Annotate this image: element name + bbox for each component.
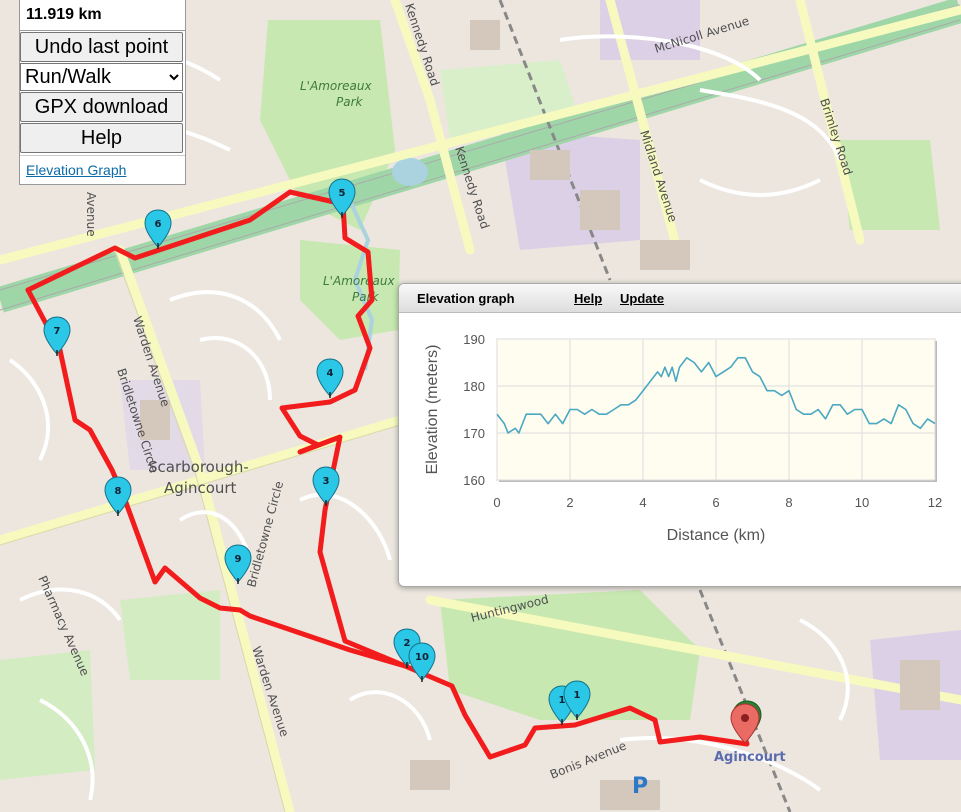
route-marker-label: 3 xyxy=(323,476,330,487)
elevation-window-title: Elevation graph xyxy=(417,291,515,306)
route-marker-7[interactable]: 6 xyxy=(144,209,172,249)
y-tick-label: 170 xyxy=(463,426,485,441)
route-marker-11[interactable]: 10 xyxy=(408,642,436,682)
route-marker-6[interactable]: 5 xyxy=(328,178,356,218)
route-marker-label: 7 xyxy=(54,326,61,337)
route-marker-5[interactable]: 4 xyxy=(316,358,344,398)
street-label: Avenue xyxy=(84,192,98,237)
y-tick-label: 190 xyxy=(463,332,485,347)
map-pin-icon xyxy=(328,178,356,217)
activity-mode-select[interactable]: Run/Walk xyxy=(20,63,183,91)
x-tick-label: 8 xyxy=(785,495,792,510)
route-marker-4[interactable]: 3 xyxy=(312,466,340,506)
neighbourhood-label-line1: Scarborough- xyxy=(148,458,249,476)
station-label: Agincourt xyxy=(714,750,786,765)
route-marker-label: 4 xyxy=(327,368,334,379)
map-pin-icon xyxy=(316,358,344,397)
map-pin-icon xyxy=(43,316,71,355)
route-marker-label: 5 xyxy=(339,188,346,199)
x-tick-label: 4 xyxy=(639,495,646,510)
x-tick-label: 10 xyxy=(855,495,869,510)
neighbourhood-label: Scarborough- Agincourt xyxy=(148,458,249,497)
map-pin-icon xyxy=(104,476,132,515)
route-marker-8[interactable]: 7 xyxy=(43,316,71,356)
park-label: L'Amoreaux xyxy=(300,79,373,93)
route-marker-9[interactable]: 8 xyxy=(104,476,132,516)
elevation-graph-link[interactable]: Elevation Graph xyxy=(20,155,185,184)
route-marker-label: 10 xyxy=(415,652,429,663)
rail-line xyxy=(498,0,612,281)
map-pin-icon xyxy=(224,544,252,583)
elevation-window-header[interactable]: Elevation graph Help Update xyxy=(399,284,961,313)
parking-label: P xyxy=(632,774,648,799)
x-tick-label: 6 xyxy=(712,495,719,510)
distance-readout: 11.919 km xyxy=(20,0,185,31)
creek xyxy=(343,189,375,371)
map-pin-icon xyxy=(312,466,340,505)
y-tick-label: 180 xyxy=(463,379,485,394)
elevation-graph-window: Elevation graph Help Update 0 2 4 6 8 10 12 160… xyxy=(398,283,961,587)
plot-shadow xyxy=(499,341,937,482)
route-line xyxy=(25,189,750,760)
x-tick-label: 0 xyxy=(493,495,500,510)
route-marker-label: 1 xyxy=(574,690,581,701)
x-tick-label: 2 xyxy=(566,495,573,510)
help-button[interactable]: Help xyxy=(20,123,183,153)
area-labels: L'Amoreaux Park L'Amoreaux Park xyxy=(300,79,396,304)
map-pin-icon xyxy=(563,680,591,719)
map-pin-icon xyxy=(408,642,436,681)
route-marker-label: 2 xyxy=(404,638,411,649)
y-tick-label: 160 xyxy=(463,473,485,488)
route-marker-label: 6 xyxy=(155,219,162,230)
buildings xyxy=(140,20,940,810)
route-marker-2[interactable]: 1 xyxy=(563,680,591,720)
park-label: Park xyxy=(336,95,364,109)
elevation-update-link[interactable]: Update xyxy=(620,291,665,306)
neighbourhood-label-line2: Agincourt xyxy=(164,479,237,497)
route-marker-label: 1 xyxy=(559,695,566,706)
gpx-download-button[interactable]: GPX download xyxy=(20,92,183,122)
elevation-help-link[interactable]: Help xyxy=(574,291,603,306)
map-pin-icon xyxy=(144,209,172,248)
route-end-marker[interactable] xyxy=(730,700,762,744)
undo-last-point-button[interactable]: Undo last point xyxy=(20,32,183,62)
route-marker-10[interactable]: 9 xyxy=(224,544,252,584)
park-label: Park xyxy=(352,290,380,304)
elevation-series-line xyxy=(496,356,936,434)
x-tick-label: 12 xyxy=(928,495,942,510)
y-axis-label: Elevation (meters) xyxy=(424,345,441,475)
route-marker-label: 8 xyxy=(115,486,122,497)
park-label: L'Amoreaux xyxy=(323,274,396,288)
route-line-west xyxy=(25,287,408,669)
elevation-chart: 0 2 4 6 8 10 12 160 170 180 190 Distance (km) Elevat… xyxy=(424,332,942,544)
route-controls: 11.919 km Undo last point Run/Walk GPX d… xyxy=(19,0,186,185)
route-markers: 1 1 2 3 4 5 6 7 8 9 10 xyxy=(43,178,762,744)
route-marker-label: 9 xyxy=(235,554,242,565)
x-axis-label: Distance (km) xyxy=(667,527,766,544)
